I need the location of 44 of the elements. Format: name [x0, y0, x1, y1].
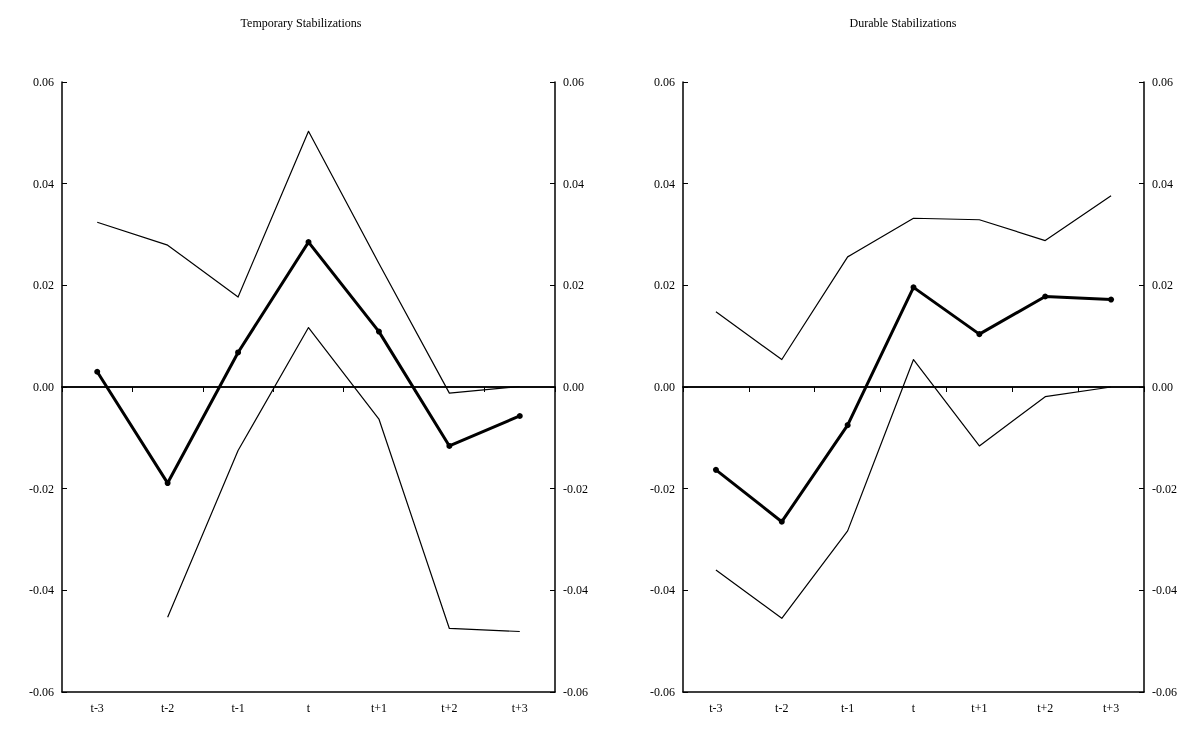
- y-tick-label: 0.06: [33, 75, 54, 89]
- y-tick-label: 0.04: [654, 176, 675, 191]
- y-tick-label: -0.06: [650, 685, 675, 699]
- y2-tick-label: -0.06: [563, 685, 588, 699]
- y2-tick-label: 0.06: [1152, 75, 1173, 89]
- y-tick-label: -0.02: [29, 481, 54, 496]
- x-tick-label: t-2: [160, 701, 175, 715]
- y2-tick-label: 0.00: [563, 380, 584, 394]
- x-tick-label: t+3: [1103, 701, 1120, 715]
- chart-title: Durable Stabilizations: [849, 16, 957, 30]
- x-tick-label: t-1: [231, 701, 245, 715]
- y2-tick-label: 0.02: [563, 278, 584, 293]
- y-tick-label: 0.06: [654, 75, 675, 89]
- x-tick-label: t-3: [90, 701, 104, 715]
- x-tick-label: t-2: [775, 701, 789, 715]
- y-tick-label: -0.04: [650, 583, 675, 598]
- x-tick-label: t+2: [1037, 701, 1054, 715]
- y2-tick-label: -0.02: [1152, 481, 1177, 496]
- y2-tick-label: 0.02: [1152, 278, 1173, 293]
- y2-tick-label: 0.04: [563, 176, 584, 191]
- x-tick-label: t: [911, 701, 916, 715]
- y2-tick-label: 0.06: [563, 75, 584, 89]
- x-tick-label: t+3: [511, 701, 528, 715]
- x-tick-label: t-3: [709, 701, 723, 715]
- x-tick-label: t+2: [441, 701, 458, 715]
- y-tick-label: 0.00: [654, 380, 675, 394]
- y-tick-label: -0.04: [29, 583, 54, 598]
- y-tick-label: 0.00: [33, 380, 54, 394]
- y-tick-label: 0.04: [33, 176, 54, 191]
- y2-tick-label: 0.04: [1152, 176, 1173, 191]
- x-tick-label: t+1: [971, 701, 988, 715]
- chart-title: Temporary Stabilizations: [240, 16, 362, 30]
- y2-tick-label: -0.04: [563, 583, 588, 598]
- y2-tick-label: -0.04: [1152, 583, 1177, 598]
- y-tick-label: -0.06: [29, 685, 54, 699]
- y-tick-label: 0.02: [654, 278, 675, 293]
- x-tick-label: t: [306, 701, 311, 715]
- y-tick-label: -0.02: [650, 481, 675, 496]
- x-tick-label: t-1: [840, 701, 855, 715]
- y2-tick-label: 0.00: [1152, 380, 1173, 394]
- y-tick-label: 0.02: [33, 278, 54, 293]
- x-tick-label: t+1: [370, 701, 387, 715]
- y2-tick-label: -0.06: [1152, 685, 1177, 699]
- y2-tick-label: -0.02: [563, 481, 588, 496]
